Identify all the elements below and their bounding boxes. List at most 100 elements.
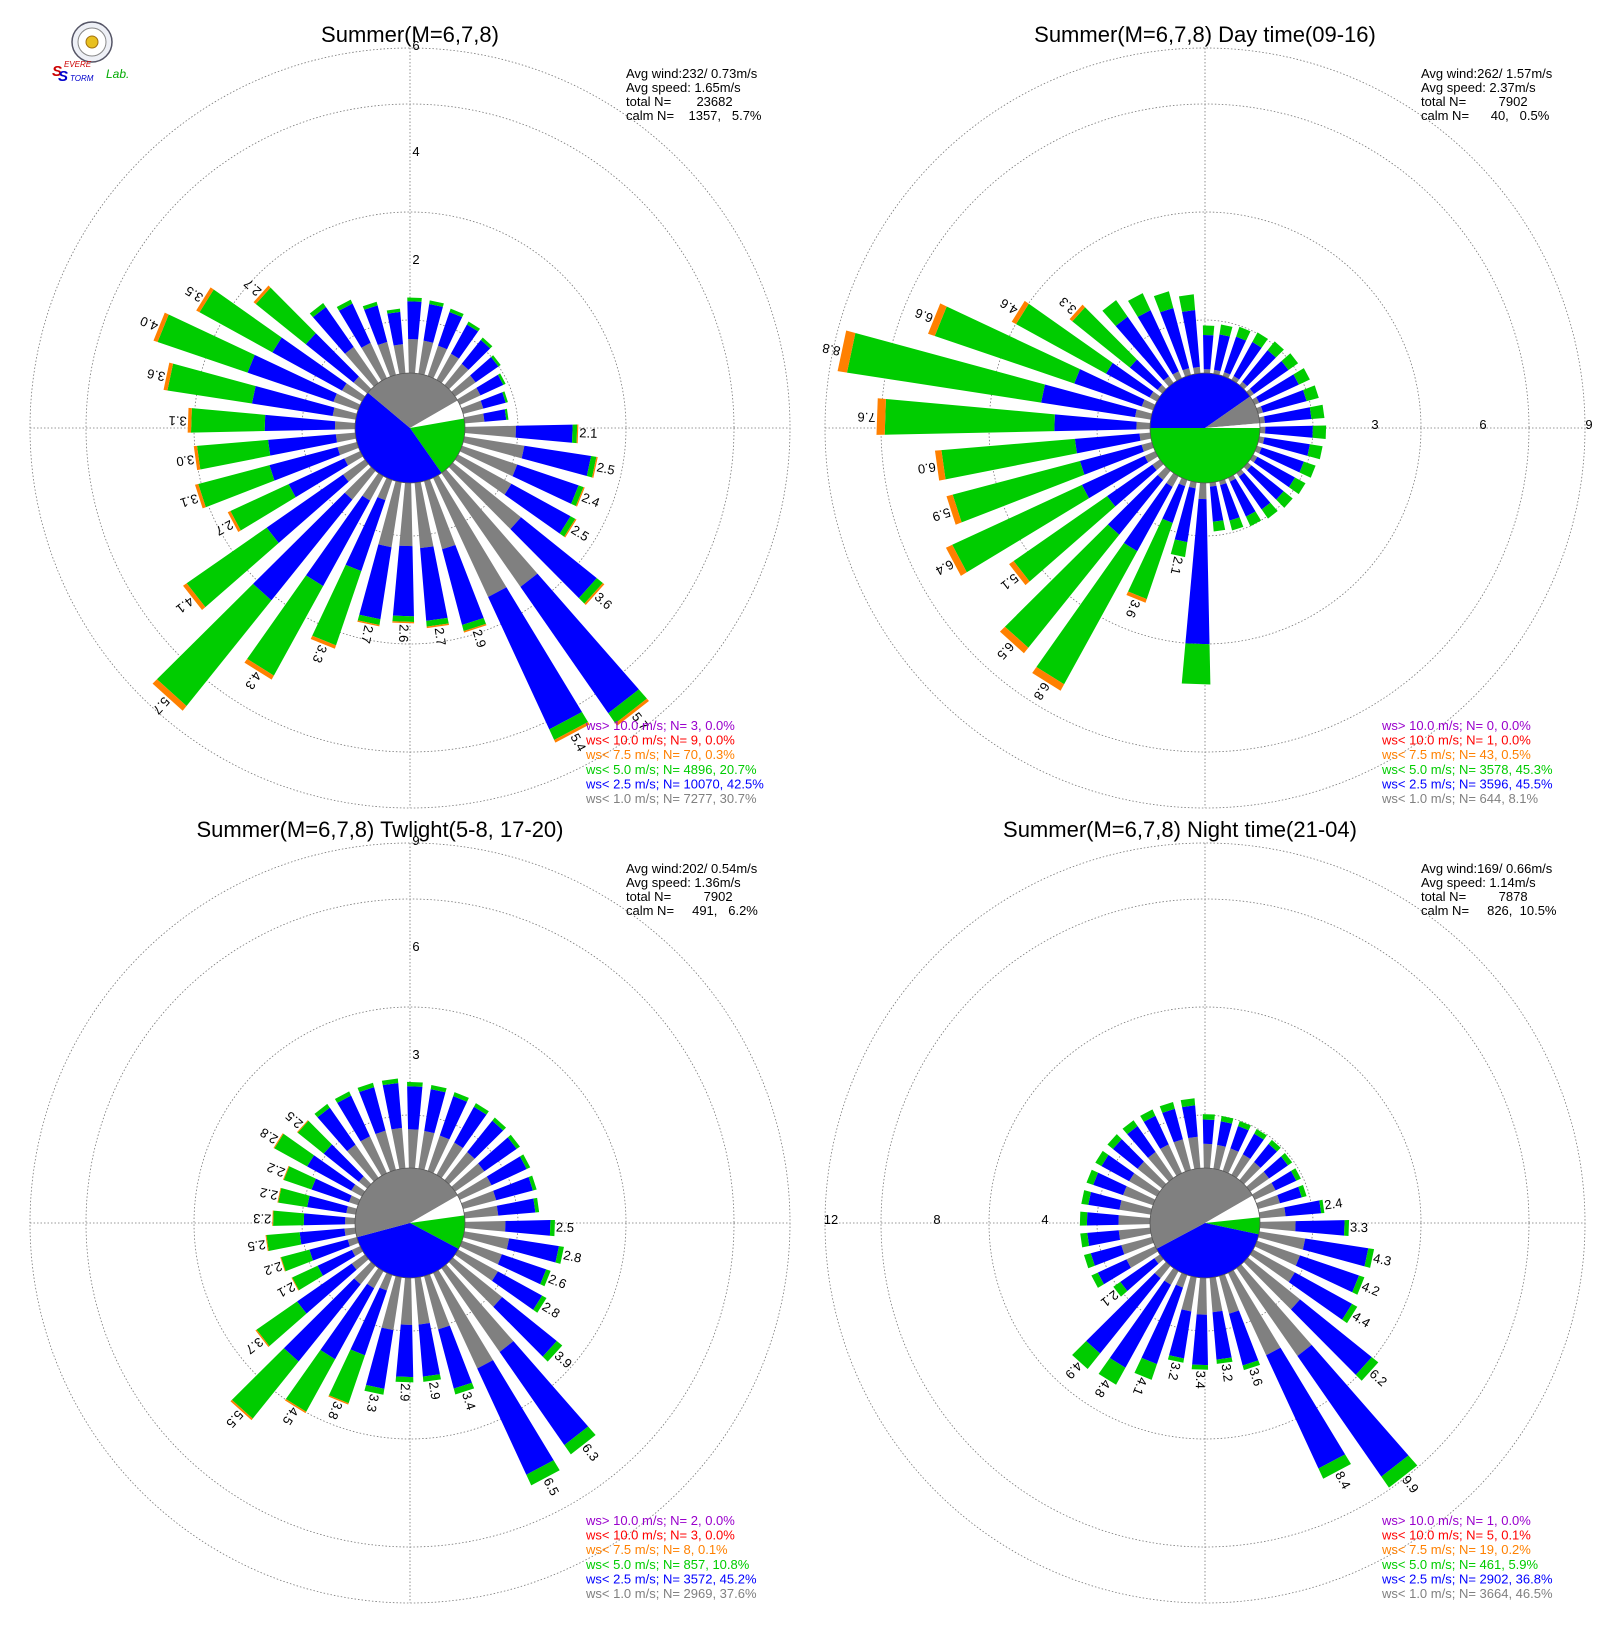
petal-segment-lt5 — [884, 398, 1055, 435]
petal-segment-lt1 — [1154, 1261, 1171, 1279]
petal-segment-lt2-5 — [506, 1238, 559, 1263]
petal-segment-lt5 — [1281, 1153, 1293, 1166]
petal-segment-lt5 — [1091, 1272, 1104, 1288]
petal-dir-62 — [1252, 368, 1310, 405]
petal-segment-lt2-5 — [1253, 456, 1296, 488]
petal-segment-lt5 — [196, 439, 271, 470]
petal-segment-lt7-5 — [227, 511, 241, 533]
petal-segment-lt2-5 — [387, 311, 403, 346]
petal-segment-lt5 — [608, 689, 647, 724]
petal-segment-lt1 — [347, 1237, 359, 1247]
petal-segment-lt1 — [1258, 1207, 1286, 1219]
petal-dir-192 — [1170, 481, 1197, 558]
petal-segment-lt2-5 — [1112, 1139, 1144, 1169]
petal-segment-lt1 — [362, 472, 384, 501]
petal-label: 3.3 — [364, 1393, 382, 1414]
petal-segment-lt1 — [1188, 481, 1197, 489]
petal-segment-lt2-5 — [407, 1086, 423, 1130]
petal-segment-lt7-5 — [463, 623, 487, 633]
petal-segment-lt5 — [1355, 1357, 1379, 1381]
petal-dir-132 — [448, 462, 605, 605]
petal-segment-lt5 — [526, 1460, 560, 1486]
petal-segment-lt5 — [1153, 291, 1174, 313]
petal-dir-192 — [1167, 1276, 1197, 1363]
pie-slice-ws-2-5 — [1205, 373, 1251, 428]
petal-segment-lt1 — [451, 375, 476, 397]
petal-dir-152 — [433, 475, 590, 743]
petal-dir-32 — [1231, 332, 1268, 384]
petal-segment-lt2-5 — [1284, 1200, 1322, 1217]
petal-segment-lt5 — [1202, 1114, 1215, 1120]
stats-avg-wind: Avg wind:202/ 0.54m/s — [626, 861, 758, 876]
petal-segment-lt5 — [255, 287, 316, 345]
pie-slice-ws-1 — [1205, 1168, 1253, 1223]
petal-segment-lt2-5 — [350, 1287, 387, 1356]
petal-segment-lt7-5 — [426, 623, 450, 629]
petal-segment-lt5 — [502, 391, 508, 403]
petal-dir-322 — [1102, 300, 1174, 387]
petal-segment-lt1 — [379, 1272, 393, 1291]
petal-dir-12 — [1213, 324, 1233, 375]
petal-segment-lt2-5 — [272, 337, 347, 391]
petal-label: 4.1 — [1130, 1375, 1151, 1397]
petal-dir-212 — [244, 472, 384, 680]
petal-segment-lt7-5 — [876, 398, 886, 435]
petal-dir-212 — [1098, 1267, 1179, 1385]
petal-segment-lt2-5 — [1185, 498, 1210, 645]
petal-dir-192 — [364, 1276, 402, 1395]
petal-segment-lt5 — [1318, 1454, 1351, 1479]
petal-segment-lt2-5 — [486, 1156, 527, 1186]
petal-segment-lt1 — [1246, 1171, 1270, 1192]
petal-segment-lt2-5 — [505, 1220, 551, 1236]
legend-entry-ws-2-5: ws< 2.5 m/s; N= 3572, 45.2% — [585, 1571, 757, 1586]
pie-slice-calm — [410, 1195, 465, 1223]
petal-segment-lt2-5 — [488, 587, 582, 730]
petal-label: 2.7 — [432, 627, 449, 647]
petal-segment-lt5 — [533, 1197, 540, 1213]
petal-dir-112 — [1254, 445, 1316, 478]
petal-segment-lt1 — [1181, 1276, 1197, 1312]
petal-dir-52 — [451, 355, 501, 397]
petal-segment-lt5 — [1309, 404, 1325, 420]
petal-segment-lt5 — [1312, 425, 1327, 439]
petal-segment-lt1 — [1149, 391, 1161, 402]
petal-segment-lt2-5 — [1162, 1108, 1183, 1143]
petal-segment-lt7-5 — [928, 303, 947, 337]
stats-calm: calm N= 40, 0.5% — [1421, 108, 1550, 123]
logo-text-s1: S — [52, 63, 62, 80]
petal-dir-242 — [945, 451, 1158, 576]
petal-dir-162 — [424, 1274, 475, 1395]
petal-segment-lt7-5 — [273, 1133, 284, 1149]
petal-segment-lt1 — [1163, 376, 1174, 387]
petal-segment-lt1 — [1252, 396, 1260, 405]
petal-segment-lt1 — [1139, 432, 1152, 441]
petal-segment-lt2-5 — [1182, 310, 1200, 368]
petal-dir-72 — [1256, 1184, 1307, 1209]
petal-dir-82 — [463, 408, 509, 424]
petal-segment-lt2-5 — [320, 1283, 375, 1360]
petal-segment-lt2-5 — [1115, 316, 1170, 381]
petal-segment-lt2-5 — [1160, 307, 1190, 371]
petal-segment-lt2-5 — [364, 305, 388, 346]
petal-segment-lt1 — [1249, 1249, 1295, 1283]
legend-entry-ws-5: ws< 5.0 m/s; N= 3578, 45.3% — [1381, 762, 1553, 777]
petal-segment-lt1 — [459, 1240, 502, 1265]
petal-segment-lt2-5 — [520, 573, 639, 714]
petal-segment-lt1 — [391, 1127, 406, 1170]
petal-label: 6.4 — [933, 557, 956, 579]
petal-segment-lt2-5 — [311, 1178, 352, 1203]
legend-entry-ws-5: ws< 5.0 m/s; N= 461, 5.9% — [1381, 1557, 1539, 1572]
petal-segment-lt1 — [1219, 1274, 1239, 1314]
petal-dir-42 — [444, 337, 493, 390]
petal-dir-212 — [1032, 472, 1179, 691]
stats-avg-speed: Avg speed: 1.14m/s — [1421, 875, 1536, 890]
petal-dir-232 — [255, 1254, 369, 1347]
petal-dir-82 — [463, 1197, 540, 1219]
petal-segment-lt2-5 — [1238, 472, 1271, 510]
petal-segment-lt1 — [461, 1190, 497, 1209]
pie-slice-ws-1 — [410, 373, 458, 428]
petal-dir-272 — [876, 398, 1151, 435]
petal-segment-lt5 — [564, 1426, 596, 1455]
stats-box: Avg wind:232/ 0.73m/s Avg speed: 1.65m/s… — [626, 66, 762, 123]
petal-segment-lt2-5 — [439, 1096, 468, 1140]
